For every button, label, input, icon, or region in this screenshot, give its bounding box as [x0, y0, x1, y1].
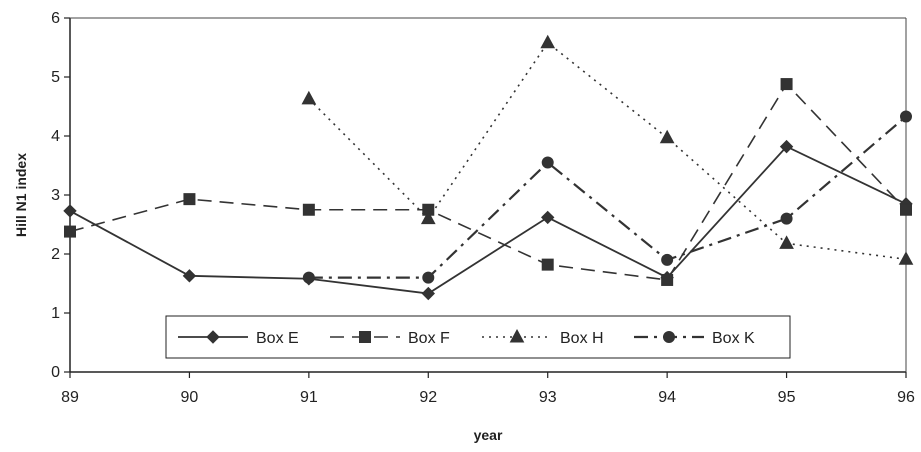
- legend-marker-box-e: [206, 330, 220, 344]
- series-box-f: [64, 78, 912, 286]
- y-tick-label: 1: [51, 305, 60, 322]
- data-point-box-f: [302, 203, 315, 216]
- series-line-box-f: [69, 82, 907, 281]
- data-point-box-e: [421, 286, 435, 301]
- series-box-h: [301, 34, 914, 265]
- data-point-box-f: [780, 78, 793, 91]
- series-box-k: [302, 110, 912, 284]
- data-point-box-f: [541, 258, 554, 271]
- x-tick-label: 92: [419, 389, 437, 406]
- series-line-box-k: [308, 115, 907, 279]
- data-point-box-h: [540, 34, 556, 49]
- data-point-box-k: [302, 271, 315, 284]
- data-point-box-e: [779, 139, 794, 154]
- x-tick-label: 89: [61, 389, 79, 406]
- legend: Box E Box F Box H Box K: [165, 315, 791, 359]
- series-line-box-h: [308, 41, 907, 261]
- data-point-box-h: [301, 90, 317, 105]
- x-tick-label: 91: [300, 389, 318, 406]
- data-point-box-f: [900, 203, 912, 216]
- x-axis-ticks: 89 90 91 92 93 94 95 96: [61, 372, 915, 406]
- series-layer: [63, 34, 914, 301]
- legend-label-box-e: Box E: [256, 330, 299, 347]
- data-point-box-f: [661, 273, 674, 286]
- x-axis-title: year: [474, 427, 503, 443]
- data-point-box-e: [63, 204, 77, 218]
- legend-marker-box-f: [359, 331, 371, 343]
- y-tick-label: 2: [51, 246, 60, 263]
- data-point-box-f: [183, 193, 196, 206]
- y-tick-label: 4: [51, 128, 60, 145]
- legend-marker-box-k: [663, 331, 675, 343]
- data-point-box-h: [420, 210, 436, 225]
- series-line-box-e: [69, 145, 907, 295]
- y-axis-ticks: 0 1 2 3 4 5 6: [51, 10, 70, 381]
- x-tick-label: 93: [539, 389, 557, 406]
- data-point-box-k: [780, 212, 793, 225]
- legend-label-box-k: Box K: [712, 330, 755, 347]
- y-tick-label: 0: [51, 364, 60, 381]
- data-point-box-k: [422, 271, 435, 284]
- data-point-box-h: [898, 251, 914, 265]
- data-point-box-e: [541, 210, 555, 225]
- x-tick-label: 96: [897, 389, 915, 406]
- x-tick-label: 90: [181, 389, 199, 406]
- legend-label-box-h: Box H: [560, 330, 604, 347]
- y-axis-title: Hill N1 index: [13, 153, 29, 237]
- legend-label-box-f: Box F: [408, 330, 450, 347]
- data-point-box-f: [64, 225, 76, 238]
- y-tick-label: 3: [51, 187, 60, 204]
- x-tick-label: 95: [778, 389, 796, 406]
- y-tick-label: 6: [51, 10, 60, 27]
- y-tick-label: 5: [51, 69, 60, 86]
- x-tick-label: 94: [658, 389, 676, 406]
- data-point-box-k: [541, 156, 554, 169]
- data-point-box-k: [661, 253, 674, 266]
- data-point-box-h: [659, 129, 675, 144]
- data-point-box-e: [182, 269, 197, 283]
- data-point-box-h: [779, 235, 794, 249]
- legend-marker-box-h: [509, 328, 525, 343]
- data-point-box-k: [900, 110, 912, 123]
